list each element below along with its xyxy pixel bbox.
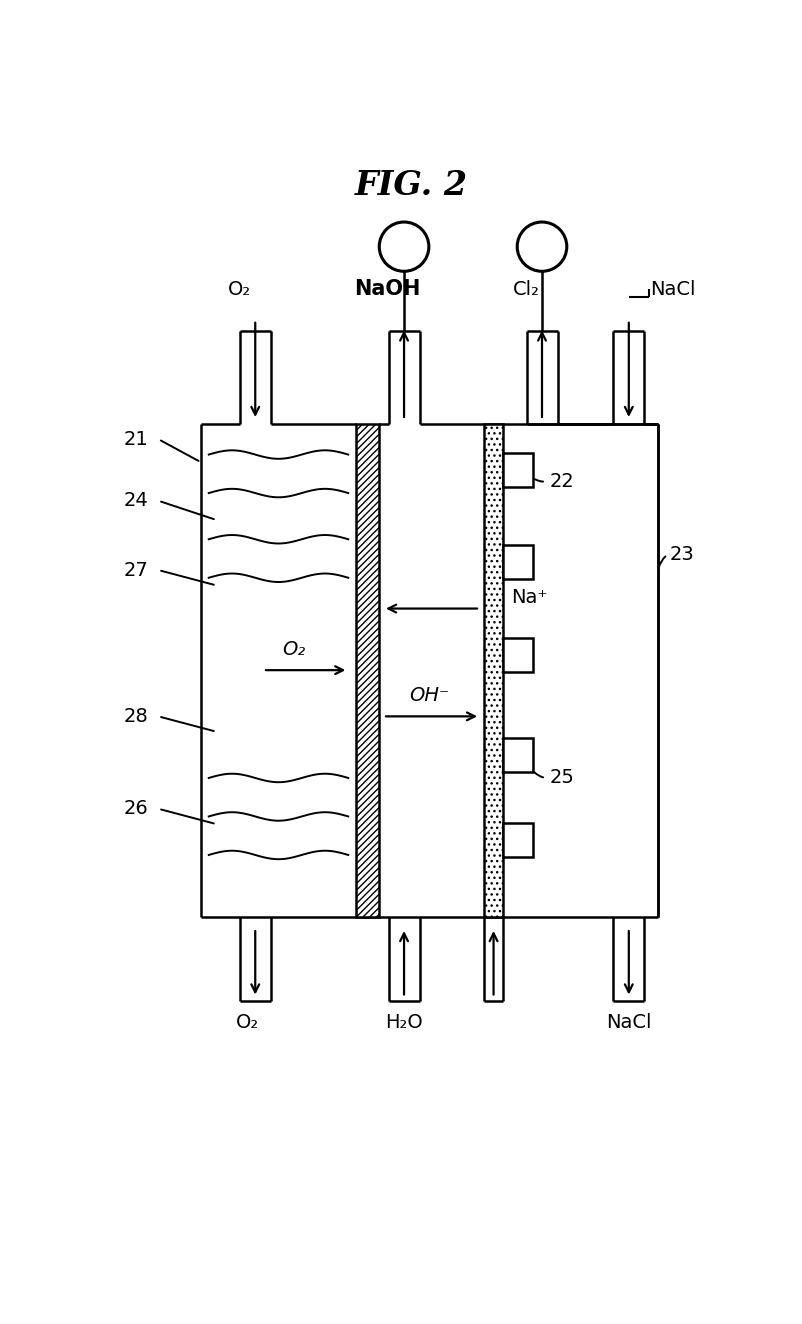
Text: Na⁺: Na⁺ xyxy=(511,588,548,606)
Text: -: - xyxy=(399,237,408,257)
Text: 25: 25 xyxy=(549,768,574,788)
Text: 22: 22 xyxy=(549,473,574,491)
Text: H₂O: H₂O xyxy=(385,1013,423,1031)
Text: Cl₂: Cl₂ xyxy=(513,279,540,299)
Text: NaCl: NaCl xyxy=(650,279,696,298)
Text: +: + xyxy=(534,238,550,256)
Text: O₂: O₂ xyxy=(228,279,251,299)
Text: O₂: O₂ xyxy=(282,639,306,658)
Text: 21: 21 xyxy=(124,430,148,449)
Bar xyxy=(484,424,503,916)
Circle shape xyxy=(379,222,429,271)
Text: O₂: O₂ xyxy=(236,1013,259,1031)
Text: FIG. 2: FIG. 2 xyxy=(354,168,468,201)
Text: NaCl: NaCl xyxy=(606,1013,651,1031)
Circle shape xyxy=(517,222,567,271)
Bar xyxy=(503,545,533,580)
Text: 23: 23 xyxy=(670,545,695,564)
Text: NaOH: NaOH xyxy=(354,279,420,299)
Bar xyxy=(356,424,379,916)
Bar xyxy=(484,424,503,916)
Bar xyxy=(356,424,379,916)
Text: 26: 26 xyxy=(124,800,148,818)
Text: 24: 24 xyxy=(124,491,148,510)
Bar xyxy=(503,822,533,857)
Bar xyxy=(503,737,533,772)
Text: 28: 28 xyxy=(124,707,148,726)
Text: 27: 27 xyxy=(124,560,148,580)
Bar xyxy=(503,638,533,671)
Bar xyxy=(503,453,533,487)
Text: OH⁻: OH⁻ xyxy=(410,686,450,704)
